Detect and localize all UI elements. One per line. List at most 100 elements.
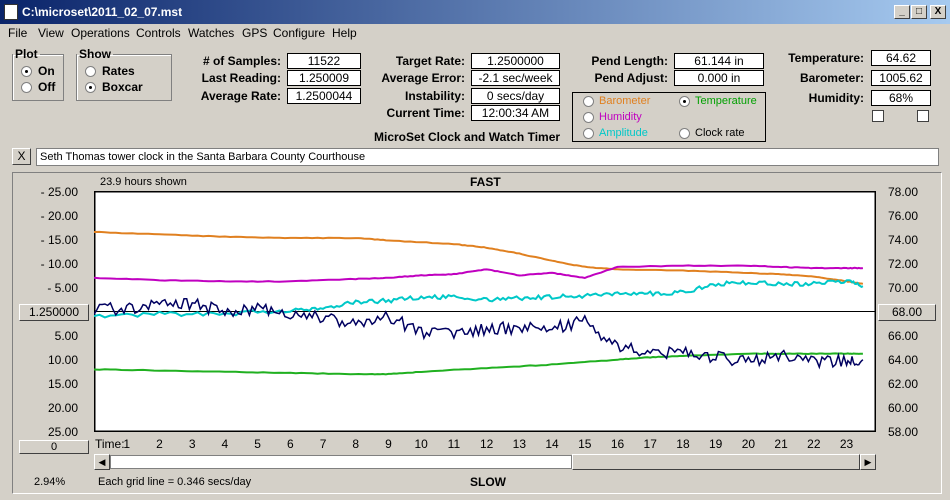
left-checkbox[interactable]	[872, 110, 884, 122]
menu-operations[interactable]: Operations	[71, 26, 130, 40]
center-left-button[interactable]: 1.250000	[19, 304, 89, 321]
close-button[interactable]: X	[930, 5, 946, 19]
minimize-button[interactable]: _	[894, 5, 910, 19]
sensor-select-panel	[572, 92, 766, 142]
average-rate-value: 1.2500044	[287, 88, 361, 104]
plot-area	[12, 172, 942, 494]
series-line-3	[94, 352, 863, 376]
right-tick: 74.00	[888, 233, 919, 247]
x-tick-label: 11	[447, 437, 461, 451]
time-axis-label: Time:	[95, 437, 125, 451]
menu-file[interactable]: File	[8, 26, 28, 40]
x-tick-label: 9	[385, 437, 392, 451]
instability-value: 0 secs/day	[471, 88, 560, 104]
x-tick-label: 15	[578, 437, 592, 451]
x-tick-label: 14	[545, 437, 559, 451]
left-tick: 25.00	[47, 425, 78, 439]
current-time-value: 12:00:34 AM	[471, 105, 560, 121]
note-field[interactable]: Seth Thomas tower clock in the Santa Bar…	[36, 148, 939, 166]
fast-label: FAST	[470, 175, 501, 189]
x-tick-label: 4	[221, 437, 229, 451]
x-tick-label: 10	[414, 437, 428, 451]
sensor-clock-rate-radio[interactable]	[679, 128, 690, 139]
scroll-track[interactable]	[110, 455, 572, 469]
x-tick-label: 22	[807, 437, 821, 451]
x-tick-label: 2	[156, 437, 163, 451]
right-tick: 78.00	[888, 185, 919, 199]
menu-configure[interactable]: Configure	[273, 26, 326, 40]
current-time-label: Current Time:	[386, 106, 465, 120]
app-icon[interactable]	[4, 4, 18, 20]
left-tick: 10.00	[47, 353, 78, 367]
left-tick: - 20.00	[40, 209, 78, 223]
right-tick: 60.00	[888, 401, 919, 415]
sensor-humidity-radio[interactable]	[583, 112, 594, 123]
left-tick: - 10.00	[40, 257, 78, 271]
pend-length-value[interactable]: 61.144 in	[674, 53, 764, 69]
x-tick-label: 23	[839, 437, 854, 451]
x-tick-label: 18	[676, 437, 690, 451]
humidity-value: 68%	[871, 90, 931, 106]
sensor-temperature-label: Temperature	[695, 95, 757, 107]
right-tick: 64.00	[888, 353, 919, 367]
app-caption: MicroSet Clock and Watch Timer	[374, 130, 561, 144]
last-reading-value: 1.250009	[287, 70, 361, 86]
left-tick: - 5.00	[47, 281, 78, 295]
menu-controls[interactable]: Controls	[136, 26, 181, 40]
x-tick-label: 1	[123, 437, 131, 451]
note-close-button[interactable]: X	[12, 148, 31, 165]
menu-help[interactable]: Help	[332, 26, 357, 40]
offset-button[interactable]: 0	[19, 440, 89, 454]
title-bar: C:\microset\2011_02_07.mst _ □ X	[0, 0, 950, 24]
plot-group: Plot	[12, 47, 64, 101]
center-right-button[interactable]: 68.00	[878, 304, 936, 321]
last-reading-label: Last Reading:	[201, 71, 281, 85]
left-tick: 20.00	[47, 401, 78, 415]
show-group-label: Show	[79, 47, 111, 61]
x-tick-label: 3	[188, 437, 196, 451]
show-boxcar-radio[interactable]	[85, 82, 96, 93]
pend-adjust-value[interactable]: 0.000 in	[674, 70, 764, 86]
menu-view[interactable]: View	[38, 26, 64, 40]
temperature-value: 64.62	[871, 50, 931, 66]
sensor-humidity-label: Humidity	[599, 111, 642, 123]
sensor-barometer-radio[interactable]	[583, 96, 594, 107]
barometer-value: 1005.62	[871, 70, 931, 86]
average-rate-label: Average Rate:	[200, 89, 281, 103]
right-checkbox[interactable]	[917, 110, 929, 122]
menu-watches[interactable]: Watches	[188, 26, 235, 40]
plot-on-radio[interactable]	[21, 66, 32, 77]
temperature-label: Temperature:	[788, 51, 864, 65]
sensor-temperature-radio[interactable]	[679, 96, 690, 107]
show-rates-radio[interactable]	[85, 66, 96, 77]
show-boxcar-label: Boxcar	[102, 80, 143, 94]
sensor-amplitude-label: Amplitude	[599, 127, 648, 139]
scroll-right-button[interactable]: ▶	[860, 454, 876, 470]
x-tick-label: 5	[254, 437, 261, 451]
rate-chart	[94, 191, 876, 432]
plot-group-label: Plot	[15, 47, 38, 61]
humidity-label: Humidity:	[808, 91, 864, 105]
x-tick-label: 6	[286, 437, 294, 451]
sensor-amplitude-radio[interactable]	[583, 128, 594, 139]
x-tick-label: 8	[352, 437, 360, 451]
target-rate-value[interactable]: 1.2500000	[471, 53, 560, 69]
left-tick: 15.00	[47, 377, 78, 391]
pend-adjust-label: Pend Adjust:	[594, 71, 668, 85]
menu-gps[interactable]: GPS	[242, 26, 268, 40]
scroll-thumb[interactable]	[572, 454, 860, 470]
x-tick-label: 7	[319, 437, 327, 451]
plot-off-radio[interactable]	[21, 82, 32, 93]
series-line-2	[94, 279, 864, 319]
left-tick: - 15.00	[40, 233, 78, 247]
maximize-button[interactable]: □	[911, 5, 927, 19]
zoom-value: 2.94%	[34, 476, 66, 488]
left-tick: - 25.00	[40, 185, 78, 199]
right-tick: 58.00	[888, 425, 919, 439]
slow-label: SLOW	[470, 475, 506, 489]
hours-shown: 23.9 hours shown	[100, 176, 187, 188]
window-title: C:\microset\2011_02_07.mst	[22, 5, 183, 19]
instability-label: Instability:	[404, 89, 465, 103]
scroll-left-button[interactable]: ◀	[94, 454, 110, 470]
x-tick-label: 20	[741, 437, 756, 451]
